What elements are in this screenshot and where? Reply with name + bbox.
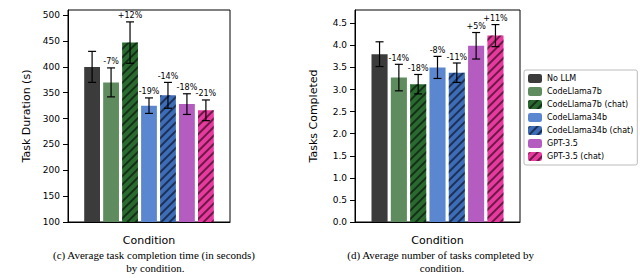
svg-text:by condition.: by condition. (124, 262, 185, 274)
svg-text:CodeLlama34b: CodeLlama34b (547, 113, 607, 122)
svg-text:GPT-3.5: GPT-3.5 (547, 139, 578, 148)
svg-text:100: 100 (43, 217, 60, 227)
svg-text:-7%: -7% (103, 57, 119, 66)
svg-text:-14%: -14% (158, 72, 179, 81)
svg-text:3.5: 3.5 (333, 62, 347, 72)
svg-text:-8%: -8% (430, 46, 446, 55)
svg-text:condition.: condition. (420, 262, 465, 274)
svg-text:CodeLlama7b: CodeLlama7b (547, 87, 602, 96)
svg-text:-11%: -11% (446, 53, 467, 62)
svg-text:(c) Average task completion ti: (c) Average task completion time (in sec… (53, 249, 255, 262)
svg-text:450: 450 (43, 36, 60, 46)
svg-text:+11%: +11% (483, 14, 508, 23)
svg-text:-18%: -18% (177, 83, 198, 92)
svg-text:300: 300 (43, 114, 60, 124)
svg-text:400: 400 (43, 62, 60, 72)
svg-text:2.5: 2.5 (333, 107, 347, 117)
svg-text:3.0: 3.0 (333, 85, 348, 95)
svg-text:CodeLlama34b (chat): CodeLlama34b (chat) (547, 126, 633, 135)
svg-text:-14%: -14% (389, 54, 410, 63)
svg-text:-21%: -21% (196, 89, 217, 98)
svg-text:1.5: 1.5 (333, 151, 347, 161)
svg-text:150: 150 (43, 191, 60, 201)
svg-text:CodeLlama7b (chat): CodeLlama7b (chat) (547, 100, 628, 109)
svg-text:Task Duration (s): Task Duration (s) (20, 70, 33, 164)
svg-text:+12%: +12% (118, 11, 143, 20)
svg-text:350: 350 (43, 88, 60, 98)
svg-text:GPT-3.5 (chat): GPT-3.5 (chat) (547, 152, 604, 161)
svg-text:250: 250 (43, 139, 60, 149)
svg-text:4.0: 4.0 (333, 40, 348, 50)
svg-text:500: 500 (43, 10, 60, 20)
svg-text:200: 200 (43, 165, 60, 175)
svg-text:Condition: Condition (411, 234, 464, 247)
svg-text:-18%: -18% (408, 64, 429, 73)
svg-text:4.5: 4.5 (333, 18, 347, 28)
svg-text:0.5: 0.5 (333, 195, 347, 205)
svg-text:1.0: 1.0 (333, 173, 348, 183)
svg-text:2.0: 2.0 (333, 129, 348, 139)
svg-text:+5%: +5% (466, 22, 486, 31)
svg-text:(d) Average number of tasks co: (d) Average number of tasks completed by (347, 249, 537, 262)
svg-text:No LLM: No LLM (547, 74, 576, 83)
svg-text:0.0: 0.0 (333, 217, 348, 227)
svg-text:Tasks Completed: Tasks Completed (307, 70, 320, 164)
svg-text:-19%: -19% (139, 87, 160, 96)
svg-text:Condition: Condition (123, 234, 176, 247)
